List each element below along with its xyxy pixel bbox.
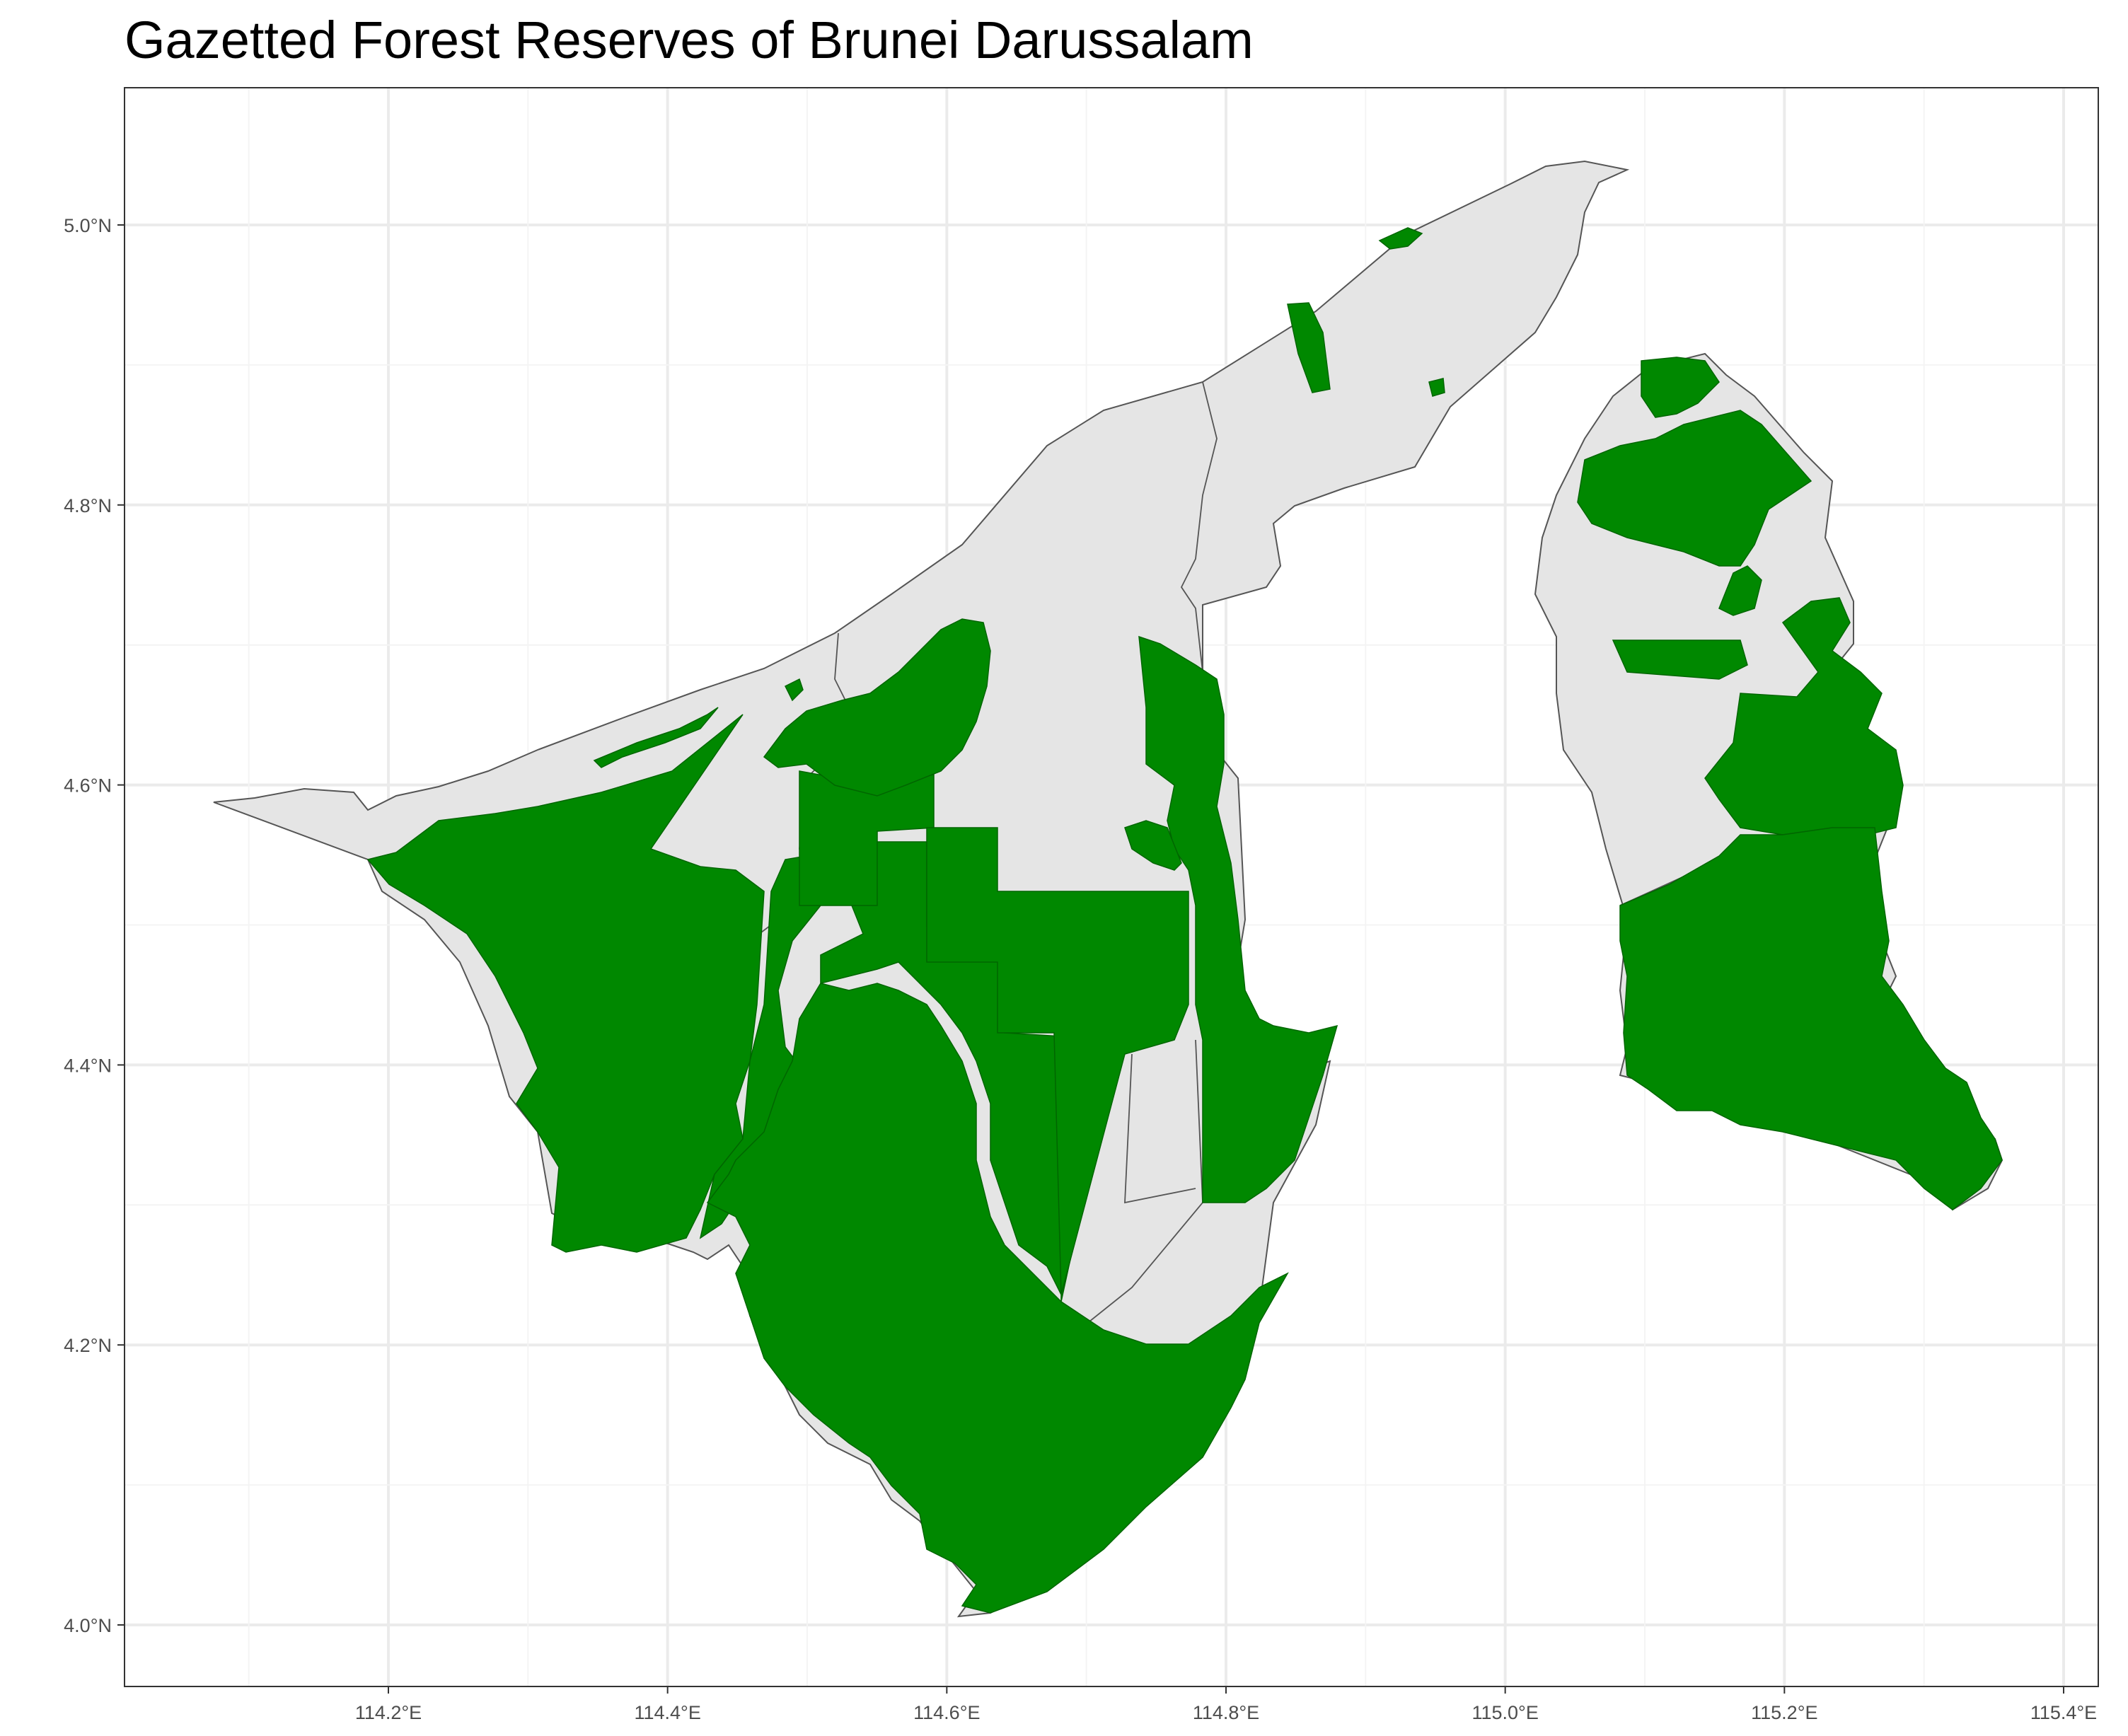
x-tick-label: 114.2°E [355,1702,422,1723]
reserve-berakas [1287,302,1331,393]
reserve-ulu-temburong [1619,827,2003,1210]
y-tick-label: 4.0°N [64,1615,112,1636]
x-tick-label: 114.4°E [634,1702,700,1723]
x-axis: 114.2°E 114.4°E 114.6°E 114.8°E 115.0°E 115.2… [355,1686,2097,1723]
boundary-inner-1 [1060,1039,1203,1345]
x-tick-label: 114.8°E [1193,1702,1259,1723]
reserve-selirong [1577,410,1812,567]
reserve-small-islet [784,678,804,702]
reserve-sungai-liang [763,618,991,797]
reserve-labu-north [1641,357,1720,418]
reserve-pulau-small [1428,378,1445,397]
reserve-pulau-muara [1378,227,1423,250]
y-tick-label: 4.8°N [64,495,112,516]
y-tick-label: 5.0°N [64,215,112,236]
boundary-inner-2 [1124,1053,1196,1204]
y-tick-label: 4.6°N [64,775,112,797]
x-tick-label: 115.2°E [1751,1702,1817,1723]
y-tick-label: 4.2°N [64,1335,112,1356]
reserve-tutong-central [926,827,1189,1295]
x-tick-label: 114.6°E [913,1702,980,1723]
y-tick-label: 4.4°N [64,1055,112,1076]
panel-border [124,87,2099,1687]
reserve-batu-apoi [1704,597,1904,835]
reserve-beach-west [593,707,719,768]
reserve-peradayan [1718,565,1762,616]
y-axis: 4.0°N 4.2°N 4.4°N 4.6°N 4.8°N 5.0°N [64,215,125,1636]
map-title: Gazetted Forest Reserves of Brunei Darus… [125,11,1254,69]
x-tick-label: 115.0°E [1471,1702,1538,1723]
forest-reserves [366,227,2003,1614]
boundary-tutong-muara [1180,381,1218,673]
reserve-berakas-coast [1124,820,1182,871]
reserve-labu-strip [1612,640,1748,680]
x-tick-label: 115.4°E [2030,1702,2097,1723]
